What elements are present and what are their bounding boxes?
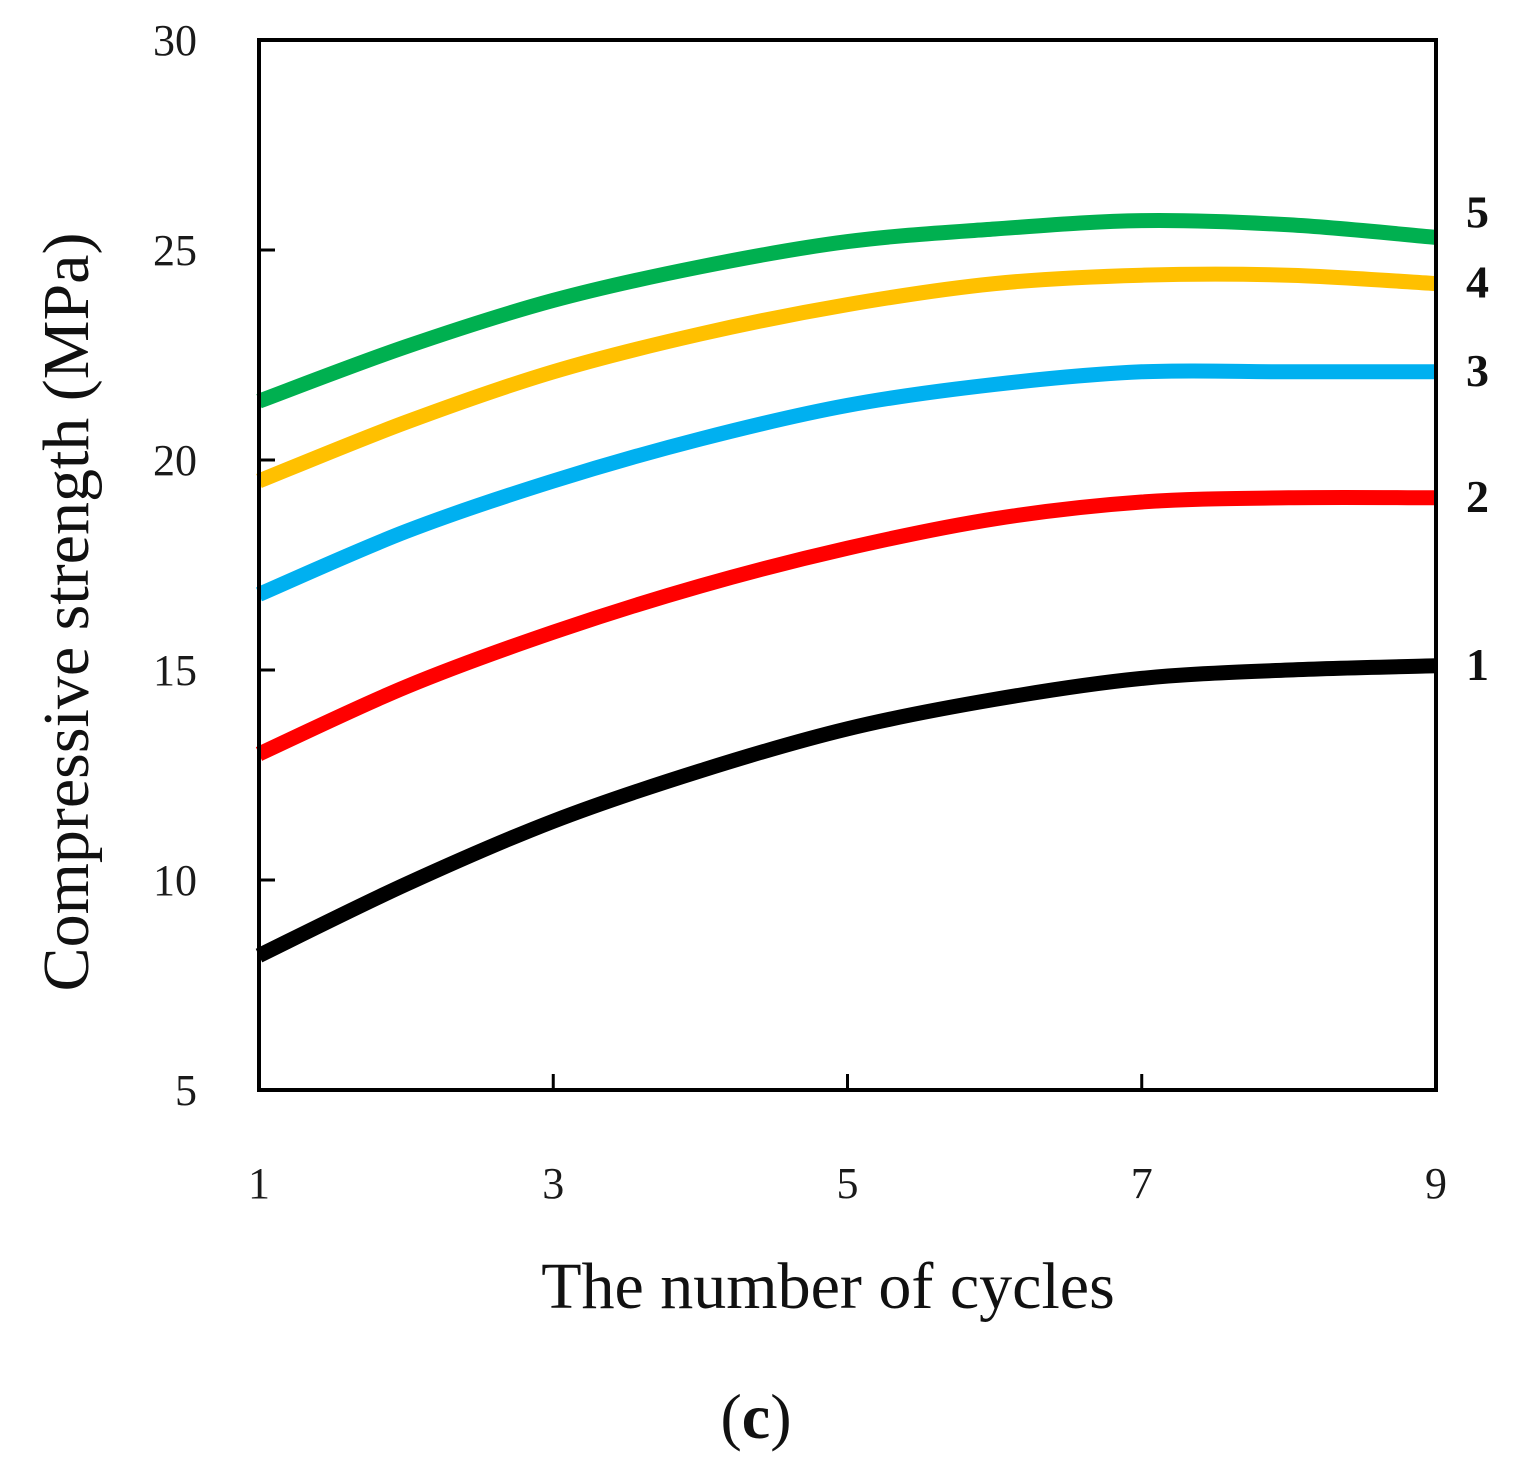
panel-label-close: ) bbox=[770, 1381, 791, 1452]
y-tick-label: 15 bbox=[153, 646, 197, 695]
y-tick-label: 5 bbox=[175, 1066, 197, 1115]
y-axis-title: Compressive strength (MPa) bbox=[30, 233, 103, 992]
series-1-label: 1 bbox=[1466, 639, 1489, 690]
series-4-label: 4 bbox=[1466, 257, 1489, 308]
plot-frame bbox=[257, 38, 1438, 1092]
tick-layer: 5 10 15 20 25 30 1 3 5 7 9 bbox=[153, 16, 1447, 1208]
series-4-line bbox=[256, 266, 1437, 488]
x-tick-label: 5 bbox=[837, 1159, 859, 1208]
label-layer: 1 2 3 4 5 bbox=[1466, 186, 1489, 689]
x-axis-title: The number of cycles bbox=[541, 1250, 1115, 1323]
x-tick-label: 7 bbox=[1131, 1159, 1153, 1208]
panel-label-open: ( bbox=[720, 1381, 741, 1452]
y-tick-label: 10 bbox=[153, 856, 197, 905]
series-5-label: 5 bbox=[1466, 186, 1489, 237]
series-3-line bbox=[256, 363, 1436, 602]
panel-label: (c) bbox=[720, 1381, 791, 1452]
series-3-label: 3 bbox=[1466, 345, 1489, 396]
series-1-line bbox=[255, 658, 1437, 963]
x-tick-label: 1 bbox=[248, 1159, 270, 1208]
series-layer bbox=[255, 212, 1437, 963]
series-5-line bbox=[256, 212, 1437, 409]
y-tick-label: 30 bbox=[153, 16, 197, 65]
series-2-label: 2 bbox=[1466, 471, 1489, 522]
series-2-line bbox=[255, 489, 1437, 761]
y-tick-label: 20 bbox=[153, 436, 197, 485]
panel-label-letter: c bbox=[742, 1381, 770, 1452]
y-tick-label: 25 bbox=[153, 226, 197, 275]
x-tick-label: 3 bbox=[542, 1159, 564, 1208]
x-tick-label: 9 bbox=[1425, 1159, 1447, 1208]
